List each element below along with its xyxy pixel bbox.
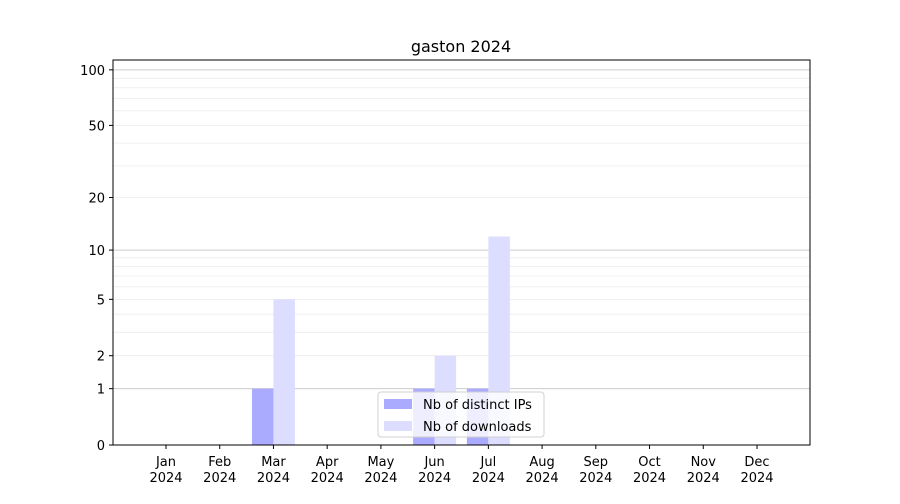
x-tick-label: May 2024 xyxy=(364,455,397,486)
legend: Nb of distinct IPs Nb of downloads xyxy=(377,391,545,438)
bar-distinct-ips xyxy=(251,388,274,445)
legend-box xyxy=(377,391,545,438)
x-tick-label: Aug 2024 xyxy=(526,455,559,486)
y-tick-label: 50 xyxy=(88,119,105,134)
y-tick-label: 20 xyxy=(88,192,105,207)
y-tick-label: 10 xyxy=(88,244,105,259)
x-tick-label: Dec 2024 xyxy=(740,455,773,486)
y-tick-label: 100 xyxy=(80,64,105,79)
chart-title: gaston 2024 xyxy=(411,37,511,56)
bar-downloads xyxy=(273,299,295,445)
legend-swatch xyxy=(384,421,412,431)
x-tick-label: Sep 2024 xyxy=(579,455,612,486)
x-tick-label: Jul 2024 xyxy=(472,455,505,486)
x-tick-label: Nov 2024 xyxy=(687,455,720,486)
y-tick-label: 5 xyxy=(97,293,105,308)
x-tick-label: Jan 2024 xyxy=(149,455,182,486)
x-tick-label: Mar 2024 xyxy=(257,455,290,486)
plot-frame xyxy=(112,59,811,446)
y-tick-label: 0 xyxy=(97,439,105,454)
y-tick-label: 1 xyxy=(97,383,105,398)
x-axis: Jan 2024 Feb 2024 Mar 2024 Apr 2024 May 2024 Jun 20… xyxy=(149,445,774,486)
x-tick-label: Jun 2024 xyxy=(418,455,451,486)
legend-label: Nb of distinct IPs xyxy=(423,398,532,413)
x-tick-label: Oct 2024 xyxy=(633,455,666,486)
grid xyxy=(113,69,810,390)
y-tick-label: 2 xyxy=(97,350,105,365)
y-axis: 0 1 2 5 10 20 50 100 xyxy=(80,64,113,454)
legend-label: Nb of downloads xyxy=(423,420,532,435)
x-tick-label: Apr 2024 xyxy=(311,455,344,486)
legend-swatch xyxy=(384,399,412,409)
x-tick-label: Feb 2024 xyxy=(203,455,236,486)
